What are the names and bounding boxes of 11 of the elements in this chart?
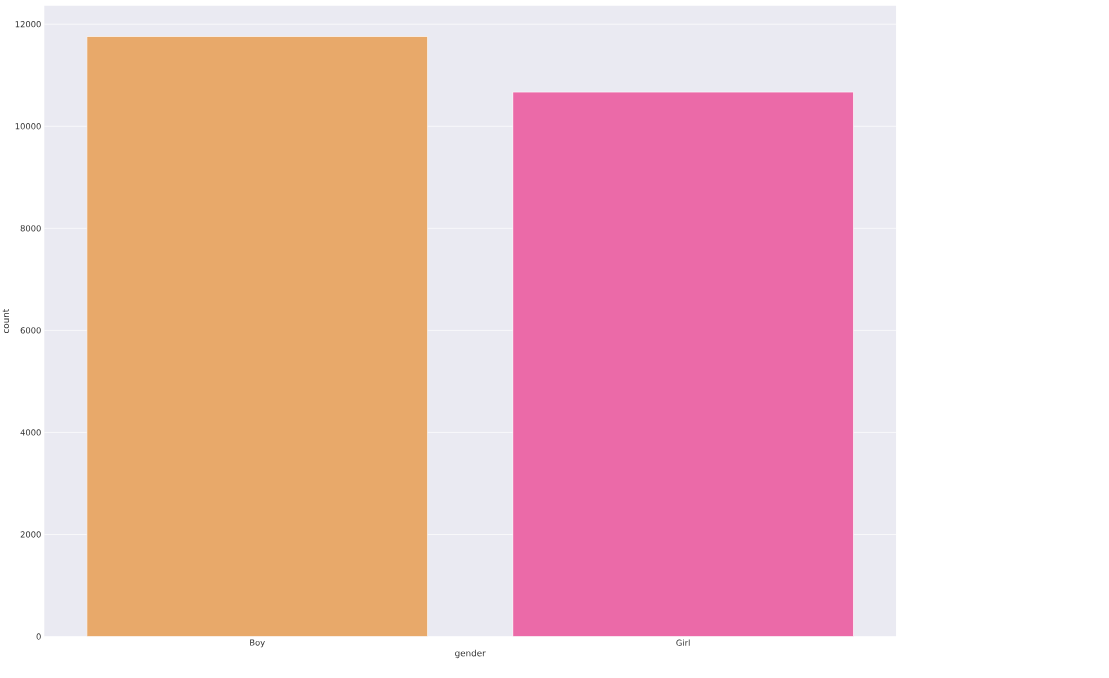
y-tick-label: 4000	[20, 429, 41, 436]
y-tick-label: 12000	[15, 20, 41, 28]
x-tick-label: Boy	[250, 639, 265, 648]
y-axis-title: count	[2, 308, 10, 333]
y-tick-label: 0	[36, 633, 41, 640]
x-axis-title: gender	[455, 649, 486, 658]
y-tick-label: 8000	[20, 224, 41, 232]
y-tick-label: 10000	[15, 122, 41, 130]
y-tick-label: 6000	[20, 327, 41, 334]
y-tick-label: 2000	[20, 531, 41, 538]
x-tick-label: Girl	[676, 639, 690, 646]
